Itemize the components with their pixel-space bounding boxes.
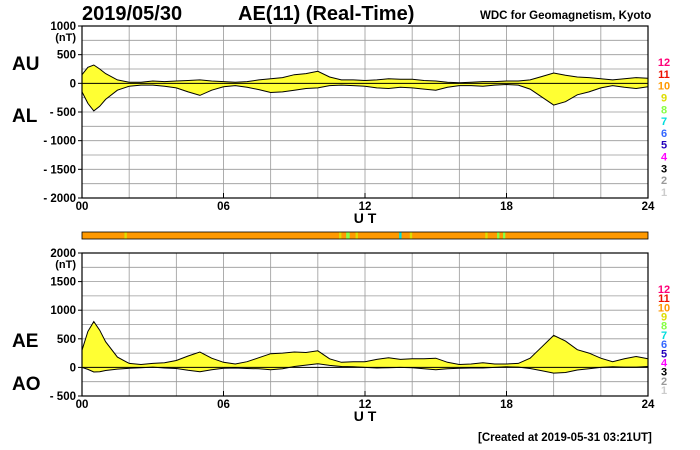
station-legend-label: 4 xyxy=(661,152,668,164)
index-label-ao: AO xyxy=(12,374,41,395)
y-tick-label: 1500 xyxy=(50,277,76,289)
station-legend-label: 5 xyxy=(661,348,667,360)
y-tick-label: - 2000 xyxy=(43,193,76,205)
index-label-al: AL xyxy=(12,106,38,127)
coverage-segment xyxy=(399,232,402,239)
station-legend-label: 11 xyxy=(658,293,670,305)
station-legend-label: 8 xyxy=(661,104,667,116)
coverage-segment xyxy=(409,232,413,239)
y-tick-label: 0 xyxy=(70,362,76,374)
station-legend-label: 3 xyxy=(661,367,667,379)
plot-title: AE(11) (Real-Time) xyxy=(238,3,415,25)
station-coverage-bar xyxy=(81,231,649,240)
y-tick-label: - 1000 xyxy=(43,136,76,148)
y-tick-label: - 500 xyxy=(50,391,76,403)
coverage-bar-background xyxy=(82,232,648,239)
station-legend-label: 3 xyxy=(661,163,667,175)
x-axis-label: U T xyxy=(354,408,377,424)
station-legend-label: 10 xyxy=(658,302,670,314)
x-tick-label: 24 xyxy=(642,201,655,213)
index-label-au: AU xyxy=(12,54,39,75)
station-legend-label: 5 xyxy=(661,140,667,152)
coverage-segment xyxy=(355,232,358,239)
coverage-segment xyxy=(502,232,506,239)
y-tick-label: 2000 xyxy=(50,248,76,260)
plot-date: 2019/05/30 xyxy=(82,3,183,25)
x-tick-label: 00 xyxy=(76,399,89,411)
x-tick-label: 18 xyxy=(500,399,513,411)
panel-au-al: 1000 500 0 - 500 - 1000 - 1500 - 2000 (nT) 00 06 1… xyxy=(12,21,670,226)
coverage-segment xyxy=(339,232,342,239)
x-tick-label: 24 xyxy=(642,399,655,411)
station-legend-label: 9 xyxy=(661,92,667,104)
y-tick-label: - 500 xyxy=(50,107,76,119)
station-legend-label: 10 xyxy=(658,81,670,93)
coverage-segment xyxy=(497,232,500,239)
coverage-segment xyxy=(485,232,488,239)
x-axis-label: U T xyxy=(354,210,377,226)
station-legend-label: 1 xyxy=(661,187,667,199)
coverage-bar-frame xyxy=(81,231,649,240)
unit-label: (nT) xyxy=(55,32,76,44)
y-tick-label: - 1500 xyxy=(43,164,76,176)
station-legend-label: 9 xyxy=(661,312,667,324)
x-tick-label: 06 xyxy=(217,201,230,213)
station-legend-label: 6 xyxy=(661,128,667,140)
y-tick-label: 1000 xyxy=(50,305,76,317)
y-tick-label: 0 xyxy=(70,78,76,90)
station-legend-label: 12 xyxy=(658,284,670,296)
series-area-fill xyxy=(82,65,648,111)
series-area-fill xyxy=(82,321,648,374)
station-legend-label: 6 xyxy=(661,339,667,351)
station-legend-label: 7 xyxy=(661,116,667,128)
created-timestamp: [Created at 2019-05-31 03:21UT] xyxy=(478,432,652,444)
x-tick-label: 18 xyxy=(500,201,513,213)
series-line-ae xyxy=(81,320,649,366)
station-legend-label: 1 xyxy=(661,385,667,397)
coverage-segment xyxy=(346,232,350,239)
x-tick-label: 00 xyxy=(76,201,89,213)
station-legend-label: 4 xyxy=(661,357,668,369)
data-source: WDC for Geomagnetism, Kyoto xyxy=(480,10,652,22)
series-line-al xyxy=(81,83,649,112)
unit-label: (nT) xyxy=(55,259,76,271)
index-label-ae: AE xyxy=(12,331,38,352)
x-tick-label: 06 xyxy=(217,399,230,411)
coverage-segment xyxy=(124,232,127,239)
x-tick-label: 12 xyxy=(359,201,372,213)
series-line-au xyxy=(81,64,649,84)
station-legend-label: 2 xyxy=(661,376,667,388)
y-tick-label: 500 xyxy=(57,334,76,346)
station-legend-label: 12 xyxy=(658,57,670,69)
y-tick-label: 1000 xyxy=(50,21,76,33)
x-tick-label: 12 xyxy=(359,399,372,411)
station-legend-label: 11 xyxy=(658,69,670,81)
station-legend-label: 2 xyxy=(661,175,667,187)
station-legend-label: 8 xyxy=(661,321,667,333)
station-legend-label: 7 xyxy=(661,330,667,342)
y-tick-label: 500 xyxy=(57,50,76,62)
